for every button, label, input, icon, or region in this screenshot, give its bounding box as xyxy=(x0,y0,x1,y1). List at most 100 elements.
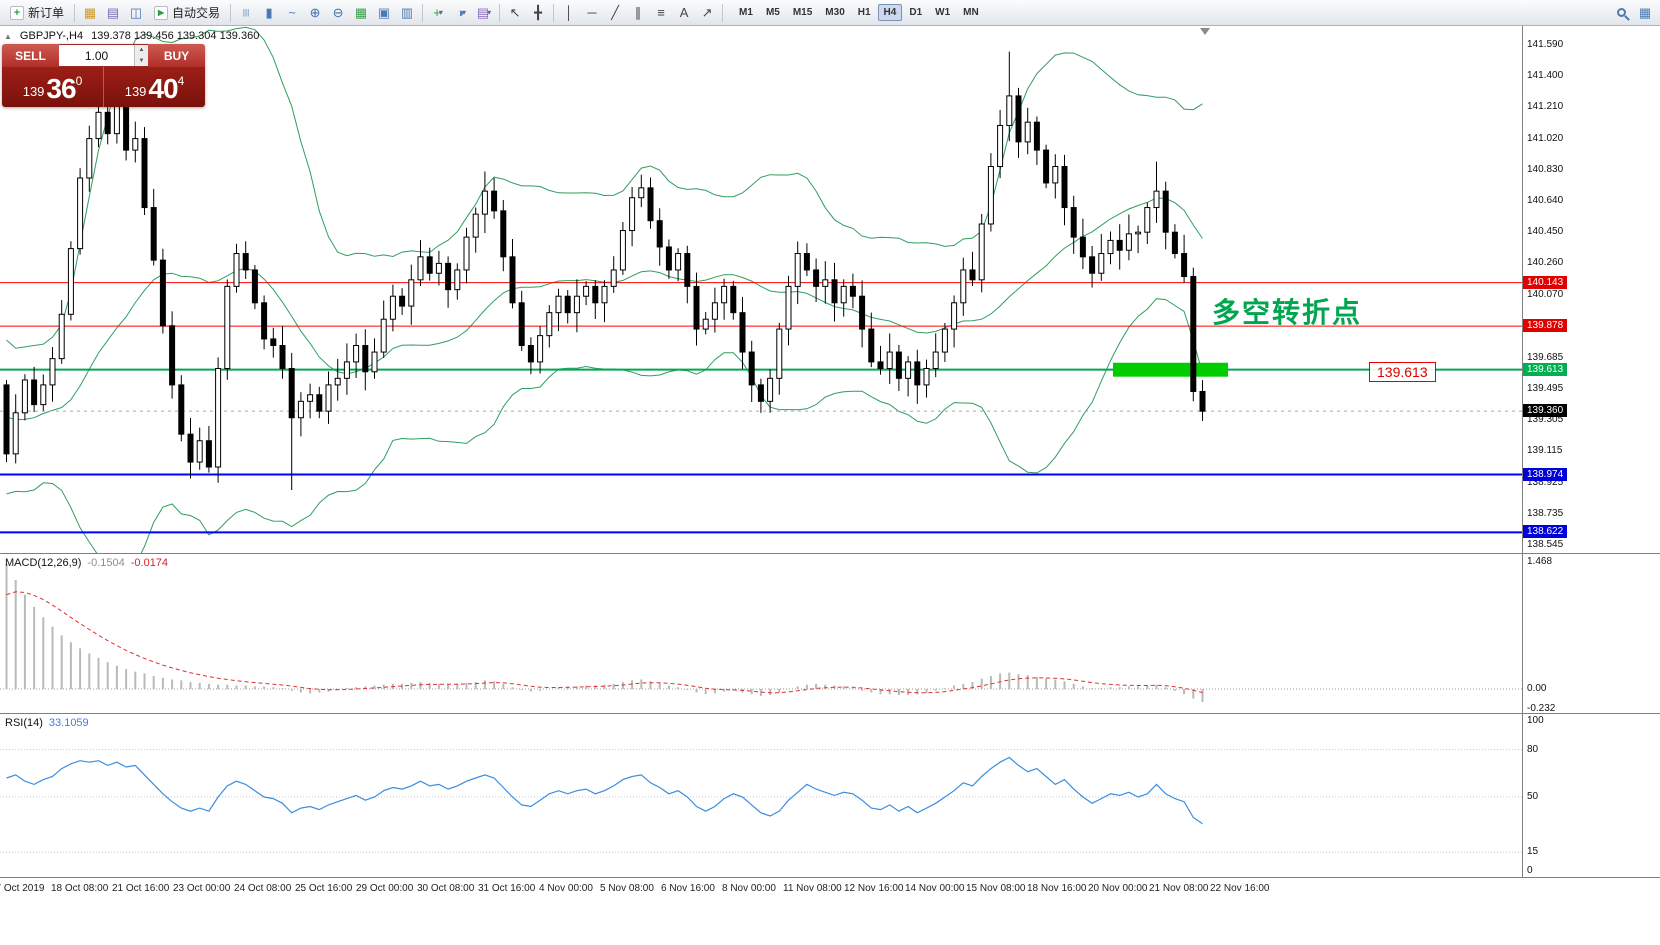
time-label: 21 Nov 08:00 xyxy=(1149,883,1209,894)
price-tick: 141.210 xyxy=(1527,101,1564,113)
data-window-icon[interactable]: ◫ xyxy=(129,4,143,20)
panel-toggle-icon[interactable]: ▲ xyxy=(4,31,12,41)
volume-stepper[interactable]: ▲ ▼ xyxy=(134,45,148,66)
bar-chart-icon[interactable]: ||| xyxy=(242,8,250,17)
price-tick: 141.400 xyxy=(1527,70,1564,82)
chart-shift-marker[interactable] xyxy=(1200,28,1210,35)
timeframe-m5[interactable]: M5 xyxy=(765,7,780,18)
macd-label: MACD(12,26,9) -0.1504 -0.0174 xyxy=(5,557,168,569)
cascade-windows-icon[interactable]: ▥ xyxy=(400,4,414,20)
bid-pips: 36 xyxy=(46,73,76,105)
crosshair-icon[interactable]: ╋ xyxy=(534,4,542,20)
ask-big-figure: 139 xyxy=(124,84,147,99)
line-chart-icon[interactable]: ~ xyxy=(288,5,296,20)
price-tick: 139.685 xyxy=(1527,351,1564,363)
price-badge: 138.622 xyxy=(1523,525,1568,539)
rsi-plot[interactable] xyxy=(0,714,1522,877)
time-label: 24 Oct 08:00 xyxy=(234,883,292,894)
autotrade-button[interactable]: ▶ 自动交易 xyxy=(148,2,226,24)
charts-grid-icon[interactable]: ▦ xyxy=(83,4,97,20)
volume-down-icon[interactable]: ▼ xyxy=(135,55,148,66)
timeframe-h1[interactable]: H1 xyxy=(857,7,871,18)
cursor-icon[interactable]: ↖ xyxy=(509,4,521,20)
rsi-label: RSI(14) 33.1059 xyxy=(5,717,89,729)
price-tick: 140.070 xyxy=(1527,288,1564,300)
macd-scale[interactable]: 1.468 0.00 -0.232 xyxy=(1522,554,1660,714)
timeframe-d1[interactable]: D1 xyxy=(909,7,923,18)
vertical-line-icon[interactable]: │ xyxy=(564,5,574,20)
sell-button[interactable]: SELL xyxy=(2,44,59,67)
time-label: 21 Oct 16:00 xyxy=(112,883,170,894)
time-label: 20 Nov 00:00 xyxy=(1088,883,1148,894)
periods-button[interactable]: ◑ ▾ xyxy=(456,5,466,20)
symbol-period-label: GBPJPY-,H4 xyxy=(19,30,84,42)
time-label: 17 Oct 2019 xyxy=(0,883,45,894)
ask-price[interactable]: 139 40 4 xyxy=(104,67,205,107)
price-level-label[interactable]: 139.613 xyxy=(1369,362,1436,382)
horizontal-line-icon[interactable]: ─ xyxy=(587,5,597,20)
channel-icon[interactable]: ∥ xyxy=(634,4,642,20)
price-scale[interactable]: 141.590 141.400 141.210 141.020 140.830 140.6… xyxy=(1522,26,1660,553)
fibonacci-icon[interactable]: ≡ xyxy=(657,5,665,20)
rsi-scale[interactable]: 100 80 50 15 0 xyxy=(1522,714,1660,877)
price-tick: 140.640 xyxy=(1527,194,1564,206)
ohlc-values: 139.378 139.456 139.304 139.360 xyxy=(91,30,260,42)
new-order-button[interactable]: + 新订单 xyxy=(4,2,70,24)
time-label: 14 Nov 00:00 xyxy=(905,883,965,894)
workspace-icon[interactable]: ▦ xyxy=(1638,4,1652,20)
search-icon[interactable] xyxy=(1610,3,1632,23)
timeframe-m15[interactable]: M15 xyxy=(792,7,813,18)
chevron-down-icon: ▾ xyxy=(461,8,466,17)
tile-windows-icon[interactable]: ▣ xyxy=(377,4,391,20)
buy-button[interactable]: BUY xyxy=(148,44,205,67)
timeframe-m30[interactable]: M30 xyxy=(825,7,845,18)
price-tick: 141.590 xyxy=(1527,39,1564,50)
main-chart-plot[interactable] xyxy=(0,26,1522,553)
price-divider xyxy=(103,67,104,107)
rsi-value: 33.1059 xyxy=(48,717,89,729)
trendline-icon[interactable]: ╱ xyxy=(611,4,619,20)
zoom-in-icon[interactable]: ⊕ xyxy=(309,4,321,20)
macd-scale-tick: 0.00 xyxy=(1527,683,1547,694)
timeframe-w1[interactable]: W1 xyxy=(935,7,951,18)
volume-field[interactable]: 1.00 ▲ ▼ xyxy=(59,44,148,67)
timeframe-h4[interactable]: H4 xyxy=(877,4,903,21)
price-badge: 139.360 xyxy=(1523,404,1568,418)
new-order-icon: + xyxy=(10,5,24,20)
profiles-icon[interactable]: ▤ xyxy=(106,4,120,20)
rsi-name: RSI(14) xyxy=(5,717,43,729)
rsi-scale-tick: 0 xyxy=(1527,865,1533,876)
zoom-out-icon[interactable]: ⊖ xyxy=(332,4,344,20)
timeframe-mn[interactable]: MN xyxy=(963,7,979,18)
arrows-icon[interactable]: ↗ xyxy=(701,4,713,20)
price-tick: 140.260 xyxy=(1527,257,1564,269)
price-badge: 138.974 xyxy=(1523,467,1568,481)
play-icon: ▶ xyxy=(154,5,169,20)
templates-button[interactable]: ▤ ▾ xyxy=(476,4,492,20)
toolbar-right-group: ▦ xyxy=(1610,3,1656,23)
time-label: 15 Nov 08:00 xyxy=(966,883,1026,894)
time-label: 29 Oct 00:00 xyxy=(356,883,414,894)
volume-value[interactable]: 1.00 xyxy=(84,48,109,63)
volume-up-icon[interactable]: ▲ xyxy=(135,45,148,56)
rsi-scale-tick: 80 xyxy=(1527,743,1539,755)
timeframe-m1[interactable]: M1 xyxy=(739,7,753,18)
macd-plot[interactable] xyxy=(0,554,1522,713)
time-label: 31 Oct 16:00 xyxy=(478,883,536,894)
price-badge: 139.878 xyxy=(1523,319,1568,333)
candlestick-icon[interactable]: ▮ xyxy=(265,4,273,20)
time-label: 18 Oct 08:00 xyxy=(51,883,109,894)
macd-panel: MACD(12,26,9) -0.1504 -0.0174 1.468 0.00 -… xyxy=(0,553,1660,714)
text-icon[interactable]: A xyxy=(679,5,689,20)
price-tick: 138.735 xyxy=(1527,507,1564,519)
bid-price[interactable]: 139 36 0 xyxy=(2,67,103,107)
indicators-button[interactable]: + ▾ xyxy=(433,5,443,20)
bid-point: 0 xyxy=(75,74,83,88)
chart-annotation-text[interactable]: 多空转折点 xyxy=(1212,296,1363,329)
grid-icon[interactable]: ▦ xyxy=(354,4,368,20)
time-label: 23 Oct 00:00 xyxy=(173,883,231,894)
time-label: 11 Nov 08:00 xyxy=(783,883,842,894)
rsi-scale-tick: 100 xyxy=(1527,715,1544,726)
main-toolbar: + 新订单 ▦ ▤ ◫ ▶ 自动交易 ||| ▮ ~ ⊕ ⊖ ▦ ▣ ▥ + ▾ ◑ ▾ ▤ ▾ ↖ ╋ │ ─ ╱ ∥ ≡ A ↗ M1 M… xyxy=(0,0,1660,26)
